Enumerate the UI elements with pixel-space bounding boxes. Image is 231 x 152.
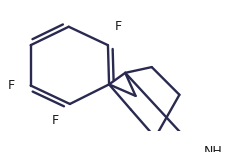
Text: F: F <box>114 20 122 33</box>
Text: F: F <box>7 79 15 92</box>
Text: F: F <box>51 114 58 127</box>
Text: NH: NH <box>203 145 222 152</box>
